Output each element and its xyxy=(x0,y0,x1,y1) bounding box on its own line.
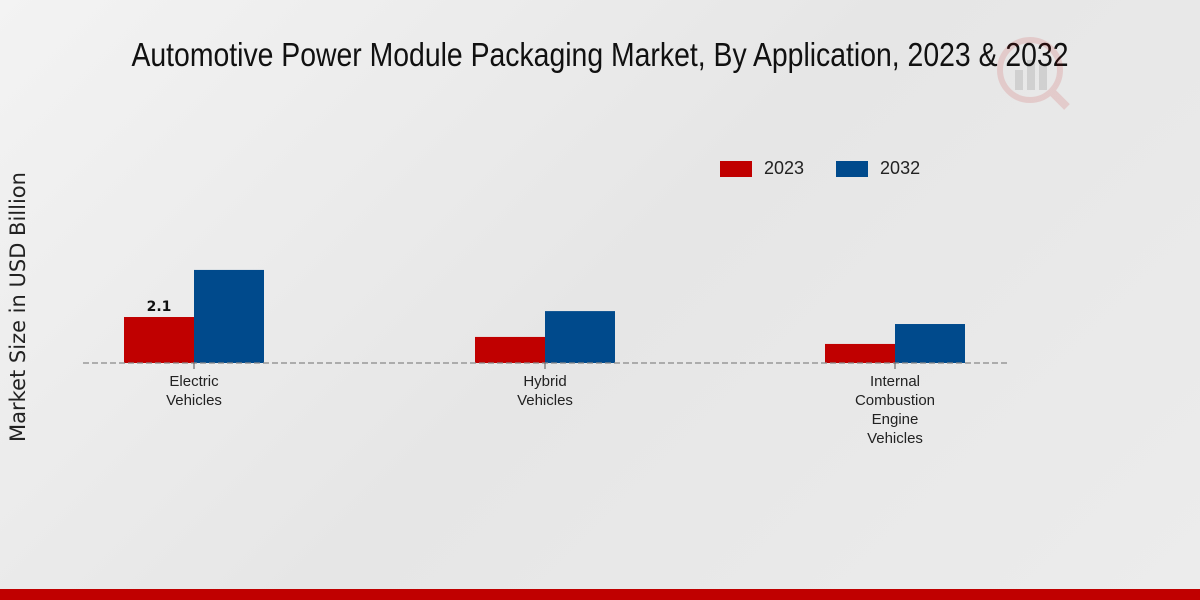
watermark-logo-icon xyxy=(997,37,1070,110)
data-label: 2.1 xyxy=(147,299,172,315)
bar-2023-1 xyxy=(475,336,545,363)
legend-item-2032: 2032 xyxy=(836,158,920,179)
legend-swatch-2032 xyxy=(836,160,869,177)
x-tick-label: Vehicles xyxy=(867,430,923,447)
chart-title: Automotive Power Module Packaging Market… xyxy=(131,36,1069,73)
bar-2023-0 xyxy=(124,317,194,363)
legend-label-2032: 2032 xyxy=(880,158,921,178)
legend-item-2023: 2023 xyxy=(720,158,804,179)
x-tick-label: Engine xyxy=(872,411,919,428)
legend-label-2023: 2023 xyxy=(764,158,805,178)
x-tick-label: Hybrid xyxy=(523,373,566,390)
x-tick-label: Electric xyxy=(169,373,219,390)
bar-2032-2 xyxy=(895,324,965,363)
legend-swatch-2023 xyxy=(720,160,752,177)
x-tick-label: Internal xyxy=(870,373,920,390)
x-tick-label: Combustion xyxy=(855,392,935,409)
bar-2023-2 xyxy=(825,343,895,363)
bottom-accent-bar xyxy=(0,589,1200,600)
x-tick-label: Vehicles xyxy=(517,392,573,409)
x-tick-label: Vehicles xyxy=(166,392,222,409)
bar-2032-1 xyxy=(545,311,615,363)
legend: 2023 2032 xyxy=(720,158,920,179)
bar-2032-0 xyxy=(194,269,264,363)
